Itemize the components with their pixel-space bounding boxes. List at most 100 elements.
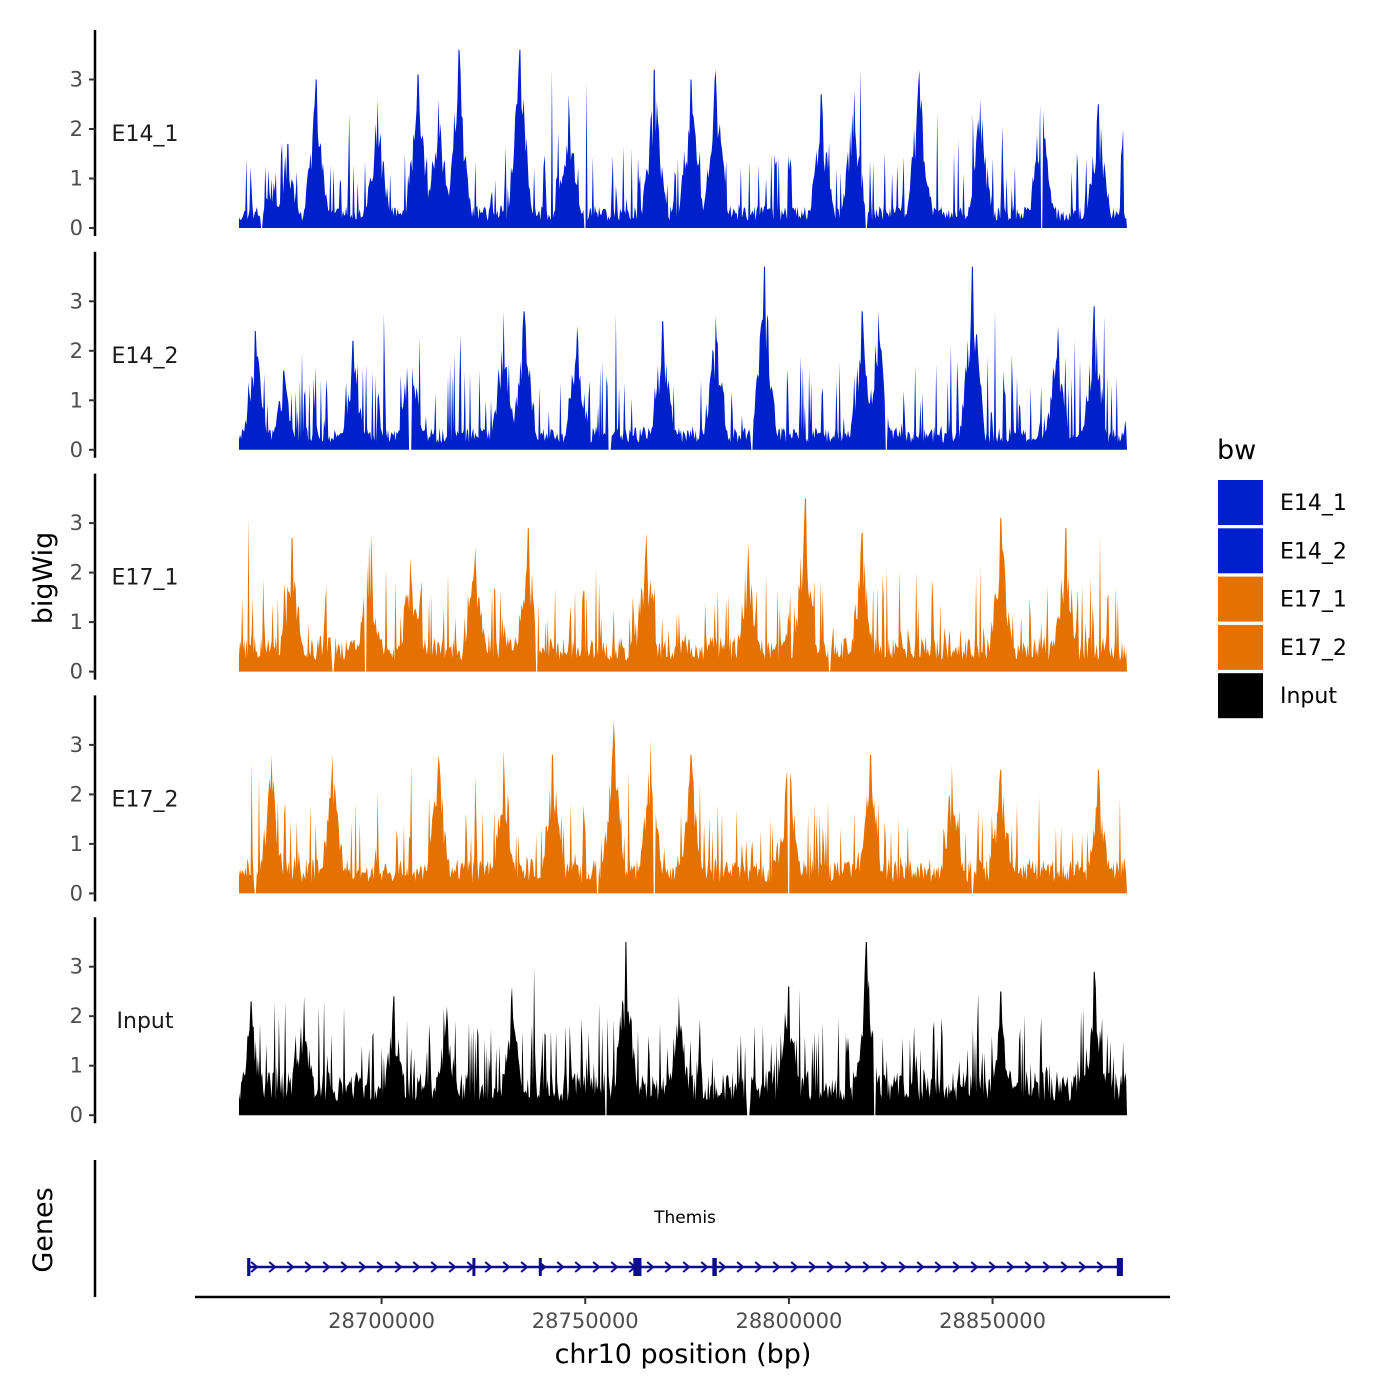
axes: 0 1 2 3 0 1 2 3 0 1 2 3 0 1 2 3 0 1 2 3 28700000 28750000 2880… bbox=[70, 30, 1170, 1333]
track-label-Input: Input bbox=[117, 1009, 174, 1034]
strand-arrow bbox=[340, 1261, 349, 1273]
signal-area-E17_1 bbox=[239, 498, 1127, 672]
strand-arrow bbox=[250, 1261, 259, 1273]
signal-area-E14_1 bbox=[239, 49, 1127, 228]
track-E17_1: E17_1 bbox=[112, 498, 1127, 672]
track-label-E14_2: E14_2 bbox=[112, 344, 179, 369]
strand-arrow bbox=[286, 1261, 295, 1273]
legend-key-E14_2 bbox=[1218, 528, 1263, 574]
y-tick-label: 1 bbox=[70, 832, 83, 856]
strand-arrow bbox=[304, 1261, 313, 1273]
signal-tracks: E14_1 E14_2 E17_1 E17_2 Input bbox=[112, 49, 1127, 1116]
strand-arrow bbox=[988, 1261, 997, 1273]
legend-label-E17_2: E17_2 bbox=[1280, 636, 1347, 661]
strand-arrow bbox=[412, 1261, 421, 1273]
strand-arrow bbox=[808, 1261, 817, 1273]
x-axis-title: chr10 position (bp) bbox=[555, 1339, 812, 1370]
track-label-E14_1: E14_1 bbox=[112, 122, 179, 147]
y-tick-label: 2 bbox=[70, 561, 83, 585]
legend-label-E14_2: E14_2 bbox=[1280, 539, 1347, 564]
gene-track: Themis bbox=[247, 1208, 1123, 1276]
strand-arrow bbox=[1078, 1261, 1087, 1273]
x-tick-label: 28700000 bbox=[328, 1309, 435, 1333]
y-tick-label: 3 bbox=[70, 68, 83, 92]
strand-arrow bbox=[826, 1261, 835, 1273]
y-tick-label: 0 bbox=[70, 216, 83, 240]
legend-key-Input bbox=[1218, 673, 1263, 719]
strand-arrow bbox=[700, 1261, 709, 1273]
strand-arrow bbox=[862, 1261, 871, 1273]
gene-exon bbox=[538, 1258, 542, 1276]
strand-arrow bbox=[772, 1261, 781, 1273]
strand-arrow bbox=[934, 1261, 943, 1273]
legend-label-E14_1: E14_1 bbox=[1280, 491, 1347, 516]
strand-arrow bbox=[592, 1261, 601, 1273]
strand-arrow bbox=[646, 1261, 655, 1273]
track-Input: Input bbox=[117, 942, 1127, 1116]
y-tick-label: 2 bbox=[70, 117, 83, 141]
y-tick-label: 3 bbox=[70, 955, 83, 979]
strand-arrow bbox=[1024, 1261, 1033, 1273]
track-E14_2: E14_2 bbox=[112, 266, 1127, 450]
y-tick-label: 0 bbox=[70, 1103, 83, 1127]
y-tick-label: 2 bbox=[70, 339, 83, 363]
legend: bw E14_1 E14_2 E17_1 E17_2 Input bbox=[1217, 435, 1347, 719]
y-tick-label: 3 bbox=[70, 511, 83, 535]
y-tick-label: 0 bbox=[70, 660, 83, 684]
y-tick-label: 1 bbox=[70, 610, 83, 634]
legend-title: bw bbox=[1217, 435, 1256, 466]
track-label-E17_2: E17_2 bbox=[112, 787, 179, 812]
y-tick-label: 0 bbox=[70, 881, 83, 905]
y-tick-label: 2 bbox=[70, 782, 83, 806]
gene-exon bbox=[633, 1258, 642, 1276]
y-tick-label: 2 bbox=[70, 1004, 83, 1028]
y-tick-label: 3 bbox=[70, 733, 83, 757]
strand-arrow bbox=[574, 1261, 583, 1273]
x-tick-label: 28750000 bbox=[532, 1309, 639, 1333]
gene-name-label: Themis bbox=[653, 1208, 716, 1228]
signal-area-Input bbox=[239, 942, 1127, 1116]
y-tick-label: 0 bbox=[70, 438, 83, 462]
gene-exon bbox=[1116, 1258, 1123, 1276]
legend-key-E17_2 bbox=[1218, 624, 1263, 670]
strand-arrow bbox=[898, 1261, 907, 1273]
x-tick-label: 28800000 bbox=[735, 1309, 842, 1333]
track-E14_1: E14_1 bbox=[112, 49, 1127, 228]
legend-key-E14_1 bbox=[1218, 480, 1263, 525]
strand-arrow bbox=[610, 1261, 619, 1273]
strand-arrow bbox=[520, 1261, 529, 1273]
strand-arrow bbox=[952, 1261, 961, 1273]
gene-exon bbox=[472, 1258, 476, 1276]
strand-arrow bbox=[754, 1261, 763, 1273]
signal-area-E14_2 bbox=[239, 266, 1127, 450]
strand-arrow bbox=[430, 1261, 439, 1273]
strand-arrow bbox=[268, 1261, 277, 1273]
strand-arrow bbox=[1096, 1261, 1105, 1273]
legend-key-E17_1 bbox=[1218, 576, 1263, 622]
legend-label-E17_1: E17_1 bbox=[1280, 588, 1347, 613]
strand-arrow bbox=[1042, 1261, 1051, 1273]
genes-axis-title: Genes bbox=[28, 1187, 59, 1272]
strand-arrow bbox=[322, 1261, 331, 1273]
signal-area-E17_2 bbox=[239, 720, 1127, 894]
strand-arrow bbox=[736, 1261, 745, 1273]
track-E17_2: E17_2 bbox=[112, 720, 1127, 894]
strand-arrow bbox=[664, 1261, 673, 1273]
gene-exon bbox=[712, 1258, 717, 1276]
y-axis-title: bigWig bbox=[28, 532, 59, 625]
y-tick-label: 1 bbox=[70, 1054, 83, 1078]
strand-arrow bbox=[484, 1261, 493, 1273]
y-tick-label: 1 bbox=[70, 167, 83, 191]
track-label-E17_1: E17_1 bbox=[112, 566, 179, 591]
strand-arrow bbox=[394, 1261, 403, 1273]
strand-arrow bbox=[556, 1261, 565, 1273]
gene-exon bbox=[247, 1258, 251, 1276]
strand-arrow bbox=[502, 1261, 511, 1273]
strand-arrow bbox=[790, 1261, 799, 1273]
strand-arrow bbox=[682, 1261, 691, 1273]
strand-arrow bbox=[376, 1261, 385, 1273]
strand-arrow bbox=[358, 1261, 367, 1273]
strand-arrow bbox=[1006, 1261, 1015, 1273]
legend-label-Input: Input bbox=[1280, 684, 1337, 709]
